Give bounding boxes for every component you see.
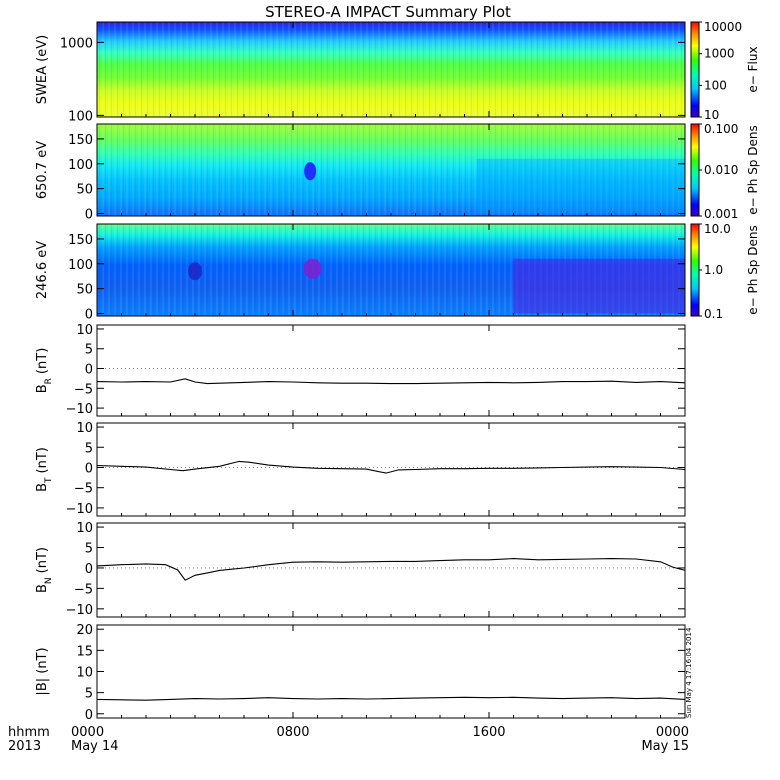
swea-panel: 10 100 1000 10000 e− Flux 100 1000 SWEA (eV) [35, 20, 760, 124]
bmag-panel: 0 5 10 15 20 |B| (nT) [35, 623, 686, 723]
pad246-feature [303, 258, 322, 279]
xtick-label-date: May 14 [71, 739, 119, 754]
pad650-ytick-label: 0 [85, 208, 93, 223]
bmag-series-line [96, 696, 686, 701]
bn-frame [96, 522, 686, 618]
pad246-colorbar [690, 223, 700, 317]
bmag-ylabel: |B| (nT) [35, 647, 50, 695]
bmag-ytick-label: 15 [76, 644, 93, 659]
pad650-colorbar-tick-label: 0.100 [704, 122, 738, 136]
bn-ytick-label: 10 [76, 521, 93, 536]
bt-panel: −10 −5 0 5 10 BT(nT) [35, 421, 686, 517]
pad246-feature-2 [188, 262, 202, 281]
pad246-colorbar-label: e− Ph Sp Dens [746, 225, 760, 314]
bn-ytick-label: −10 [66, 603, 93, 618]
pad246-ytick-label: 150 [68, 233, 93, 248]
br-ylabel: BR(nT) [35, 348, 54, 394]
swea-colorbar-tick-label: 10000 [704, 20, 742, 34]
bmag-ytick-label: 10 [76, 666, 93, 681]
bt-ytick-label: 5 [85, 441, 93, 456]
pad650-ytick-label: 100 [68, 158, 93, 173]
bmag-ytick-label: 5 [85, 687, 93, 702]
bn-ytick-label: 0 [85, 562, 93, 577]
bt-ylabel: BT(nT) [35, 447, 54, 492]
br-ytick-label: −5 [74, 382, 93, 397]
pad650-feature [304, 162, 317, 181]
br-series-line [96, 378, 686, 385]
bmag-frame [96, 624, 686, 719]
pad246-ytick-label: 50 [76, 283, 93, 298]
xtick-label-time: 0000 [656, 725, 689, 740]
pad650-region [476, 158, 685, 214]
bn-ytick-label: 5 [85, 542, 93, 557]
swea-texture [97, 22, 685, 117]
br-ytick-label: 10 [76, 323, 93, 338]
pad246-colorbar-tick-label: 0.1 [704, 307, 723, 321]
pad650-colorbar-tick-label: 0.010 [704, 163, 738, 177]
bt-series-line [96, 460, 686, 474]
pad650-ytick-label: 50 [76, 183, 93, 198]
swea-colorbar [690, 21, 700, 118]
xtick-label-time: 0800 [276, 725, 309, 740]
bn-ylabel: BN(nT) [35, 547, 54, 593]
x-axis-label-hhmm: hhmm [8, 725, 50, 740]
br-panel: −10 −5 0 5 10 BR(nT) [35, 323, 686, 417]
bt-ytick-label: −10 [66, 502, 93, 517]
swea-ytick-label: 1000 [60, 36, 93, 51]
pad246-region [513, 258, 685, 314]
pad650-panel: 0.001 0.010 0.100 e− Ph Sp Dens 0 50 100 150 650… [35, 122, 760, 223]
swea-ytick-label: 100 [68, 109, 93, 124]
pad650-colorbar-label: e− Ph Sp Dens [746, 125, 760, 214]
bt-frame [96, 422, 686, 517]
bn-panel: −10 −5 0 5 10 BN(nT) [35, 521, 686, 618]
bmag-ytick-label: 20 [76, 623, 93, 638]
xtick-label-time: 1600 [472, 725, 505, 740]
pad246-panel: 0.1 1.0 10.0 e− Ph Sp Dens 0 50 100 150 246.6 eV [35, 222, 760, 323]
br-ytick-label: −10 [66, 402, 93, 417]
swea-colorbar-label: e− Flux [746, 46, 760, 92]
br-frame [96, 324, 686, 417]
bmag-ytick-label: 0 [85, 708, 93, 723]
plot-title: STEREO-A IMPACT Summary Plot [265, 3, 511, 21]
pad246-ytick-label: 100 [68, 258, 93, 273]
xtick-label-date: May 15 [641, 739, 689, 754]
pad650-colorbar [690, 123, 700, 217]
bt-ytick-label: 0 [85, 461, 93, 476]
pad650-ylabel: 650.7 eV [35, 141, 50, 199]
pad246-ytick-label: 0 [85, 308, 93, 323]
br-ytick-label: 5 [85, 343, 93, 358]
swea-colorbar-tick-label: 100 [704, 78, 727, 92]
pad246-colorbar-tick-label: 10.0 [704, 222, 731, 236]
pad246-colorbar-tick-label: 1.0 [704, 263, 723, 277]
pad650-texture [97, 124, 685, 216]
bt-ytick-label: 10 [76, 421, 93, 436]
bt-ytick-label: −5 [74, 482, 93, 497]
swea-colorbar-tick-label: 10 [704, 108, 719, 122]
swea-ylabel: SWEA (eV) [35, 35, 50, 104]
bn-series-line [96, 558, 686, 581]
br-ytick-label: 0 [85, 363, 93, 378]
x-axis-label-year: 2013 [8, 739, 41, 754]
bn-ytick-label: −5 [74, 582, 93, 597]
xtick-label-time: 0000 [71, 725, 104, 740]
pad650-ytick-label: 150 [68, 133, 93, 148]
generation-timestamp: Sun May 4 17:16:04 2014 [685, 627, 693, 718]
pad246-ylabel: 246.6 eV [35, 241, 50, 299]
pad650-colorbar-tick-label: 0.001 [704, 207, 738, 221]
swea-colorbar-tick-label: 1000 [704, 47, 735, 61]
